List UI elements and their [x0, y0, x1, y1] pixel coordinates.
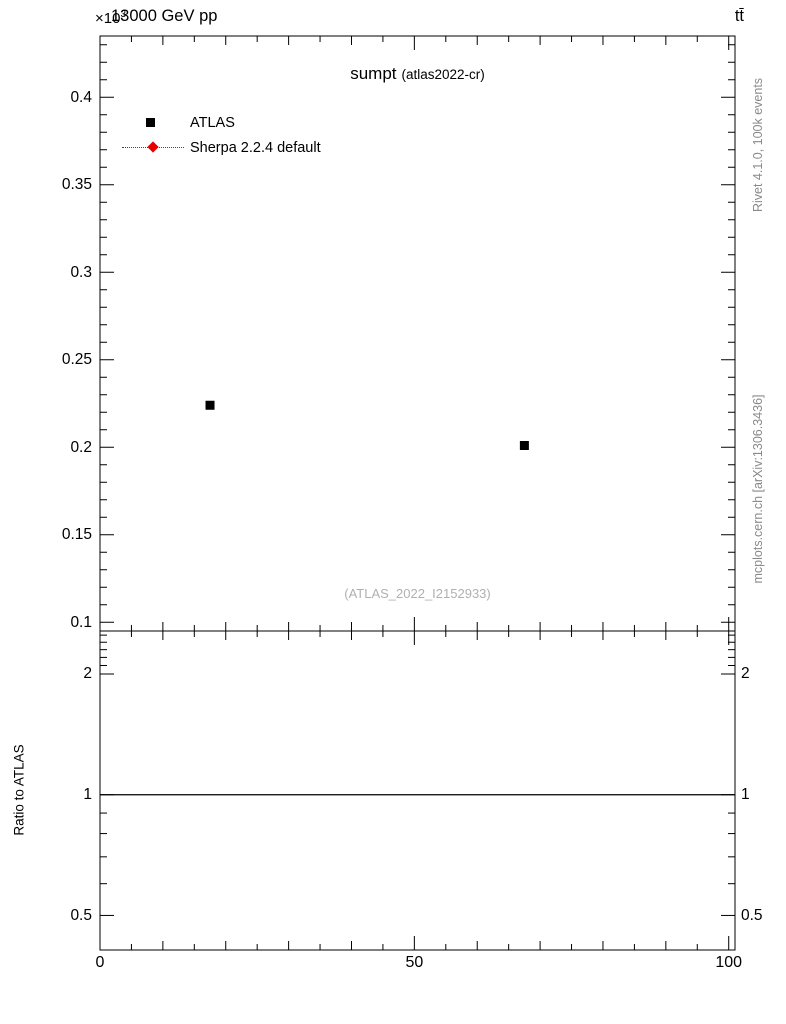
y-axis-exponent-base: ×10	[95, 10, 121, 27]
main-panel-title: sumpt (atlas2022-cr)	[100, 64, 735, 84]
y-axis-exponent-power: 3	[120, 9, 127, 20]
legend-label-sherpa: Sherpa 2.2.4 default	[190, 139, 321, 156]
analysis-watermark: (ATLAS_2022_I2152933)	[344, 586, 491, 601]
ratio-y-tick-label-left: 0.5	[70, 906, 92, 924]
legend-marker-sherpa-diamond	[147, 141, 159, 153]
main-y-tick-label: 0.35	[61, 176, 92, 194]
observable-name: sumpt	[350, 64, 397, 83]
rivet-version-label: Rivet 4.1.0, 100k events	[751, 77, 765, 213]
observable-qualifier: (atlas2022-cr)	[401, 67, 485, 82]
ratio-y-tick-label-left: 1	[83, 786, 92, 804]
data-point-atlas	[205, 400, 215, 410]
beam-energy-label: 13000 GeV pp	[111, 7, 218, 25]
ratio-axis-label: Ratio to ATLAS	[11, 744, 27, 836]
main-y-tick-label: 0.1	[70, 613, 92, 631]
ratio-y-tick-label-left: 2	[83, 665, 92, 683]
ratio-y-tick-label-right: 1	[741, 786, 750, 804]
legend-item-atlas: ATLAS	[120, 110, 321, 135]
main-y-tick-label: 0.15	[61, 526, 92, 544]
legend-label-atlas: ATLAS	[190, 114, 235, 131]
main-y-tick-label: 0.25	[61, 351, 92, 369]
legend-item-sherpa: Sherpa 2.2.4 default	[120, 135, 321, 160]
ratio-frame	[99, 630, 736, 951]
ratio-y-tick-label-right: 0.5	[741, 906, 763, 924]
main-y-tick-label: 0.2	[70, 438, 92, 456]
legend: ATLAS Sherpa 2.2.4 default	[120, 110, 321, 160]
legend-marker-cell-atlas	[120, 114, 186, 132]
process-label: tt̄	[734, 7, 744, 25]
main-y-tick-label: 0.4	[70, 88, 92, 106]
ratio-y-tick-label-right: 2	[741, 665, 750, 683]
main-y-tick-label: 0.3	[70, 263, 92, 281]
legend-marker-cell-sherpa	[120, 139, 186, 157]
y-axis-exponent: ×103	[95, 9, 126, 27]
x-tick-label: 50	[405, 954, 424, 971]
legend-marker-atlas	[146, 117, 155, 127]
mcplots-arxiv-label: mcplots.cern.ch [arXiv:1306.3436]	[751, 394, 765, 584]
x-tick-label: 100	[715, 954, 743, 971]
x-tick-label: 0	[95, 954, 105, 971]
data-point-atlas	[519, 441, 529, 450]
